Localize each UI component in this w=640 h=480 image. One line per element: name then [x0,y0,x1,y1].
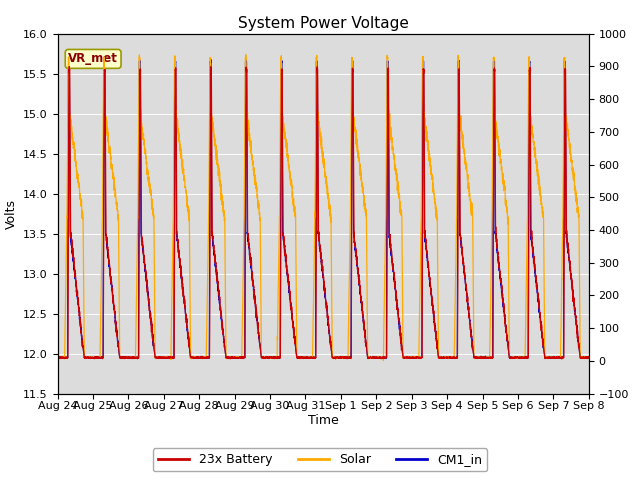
Solar [413,355,420,360]
Line: CM1_in: CM1_in [58,60,589,359]
Legend: 23x Battery, Solar, CM1_in: 23x Battery, Solar, CM1_in [153,448,487,471]
CM1_in [207,57,215,62]
Solar [149,206,157,212]
23x Battery [413,354,420,360]
CM1_in [442,355,450,360]
Solar [584,354,592,360]
CM1_in [585,355,593,360]
Solar [585,355,593,360]
Solar [54,355,61,360]
Solar [442,354,450,360]
23x Battery [303,355,311,361]
Title: System Power Voltage: System Power Voltage [238,16,408,31]
Line: Solar: Solar [58,55,589,360]
23x Battery [472,355,480,360]
CM1_in [440,356,448,361]
23x Battery [584,354,592,360]
X-axis label: Time: Time [308,414,339,427]
CM1_in [413,355,420,361]
23x Battery [65,64,73,70]
Solar [472,355,480,361]
Solar [242,52,250,58]
CM1_in [149,339,157,345]
CM1_in [584,355,592,360]
Y-axis label: Volts: Volts [4,199,17,228]
Solar [303,355,311,360]
23x Battery [558,356,566,362]
CM1_in [472,355,480,361]
Solar [380,358,387,363]
CM1_in [54,355,61,360]
CM1_in [303,355,311,360]
Text: VR_met: VR_met [68,52,118,65]
Line: 23x Battery: 23x Battery [58,67,589,359]
23x Battery [585,355,593,360]
23x Battery [149,336,157,341]
23x Battery [442,354,450,360]
23x Battery [54,354,61,360]
